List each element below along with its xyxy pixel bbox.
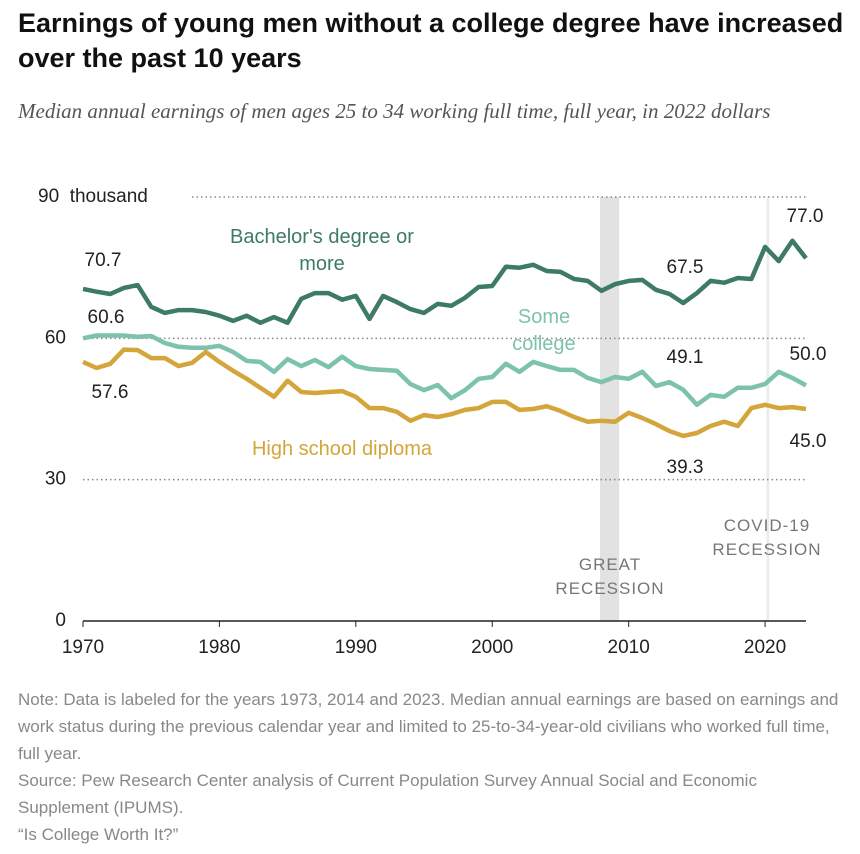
value-label: 39.3 <box>667 457 704 478</box>
recession-band <box>766 197 770 621</box>
notes: Note: Data is labeled for the years 1973… <box>18 686 848 848</box>
series-line <box>82 347 807 439</box>
recession-label: COVID-19 RECESSION <box>712 516 822 559</box>
note-line: Note: Data is labeled for the years 1973… <box>18 690 839 763</box>
value-label: 67.5 <box>667 257 704 278</box>
note-line: “Is College Worth It?” <box>18 825 179 844</box>
value-label: 57.6 <box>92 382 129 403</box>
y-tick-label: 30 <box>45 469 66 490</box>
x-tick-label: 1990 <box>335 637 377 658</box>
series-label: High school diploma <box>251 438 433 460</box>
x-tick-label: 2020 <box>744 637 786 658</box>
series-line <box>82 333 808 408</box>
value-label: 50.0 <box>790 344 827 365</box>
value-label: 49.1 <box>667 347 704 368</box>
y-tick-label: 60 <box>45 327 66 348</box>
value-label: 60.6 <box>88 307 125 328</box>
value-label: 45.0 <box>790 431 827 452</box>
chart-title: Earnings of young men without a college … <box>18 8 844 73</box>
x-tick-label: 2010 <box>608 637 650 658</box>
recession-band <box>600 197 620 621</box>
series-label: Bachelor's degree or more <box>230 226 414 275</box>
y-tick-label: 90 thousand <box>38 186 148 207</box>
value-label: 70.7 <box>85 250 122 271</box>
x-tick-label: 1980 <box>198 637 240 658</box>
value-label: 77.0 <box>787 206 824 227</box>
y-tick-label: 0 <box>55 610 66 631</box>
x-tick-label: 1970 <box>62 637 104 658</box>
chart-subtitle: Median annual earnings of men ages 25 to… <box>18 99 771 123</box>
series-label: Some college <box>512 306 576 355</box>
note-line: Source: Pew Research Center analysis of … <box>18 771 757 817</box>
x-tick-label: 2000 <box>471 637 513 658</box>
recession-label: GREAT RECESSION <box>555 555 665 598</box>
series-line <box>82 238 808 326</box>
